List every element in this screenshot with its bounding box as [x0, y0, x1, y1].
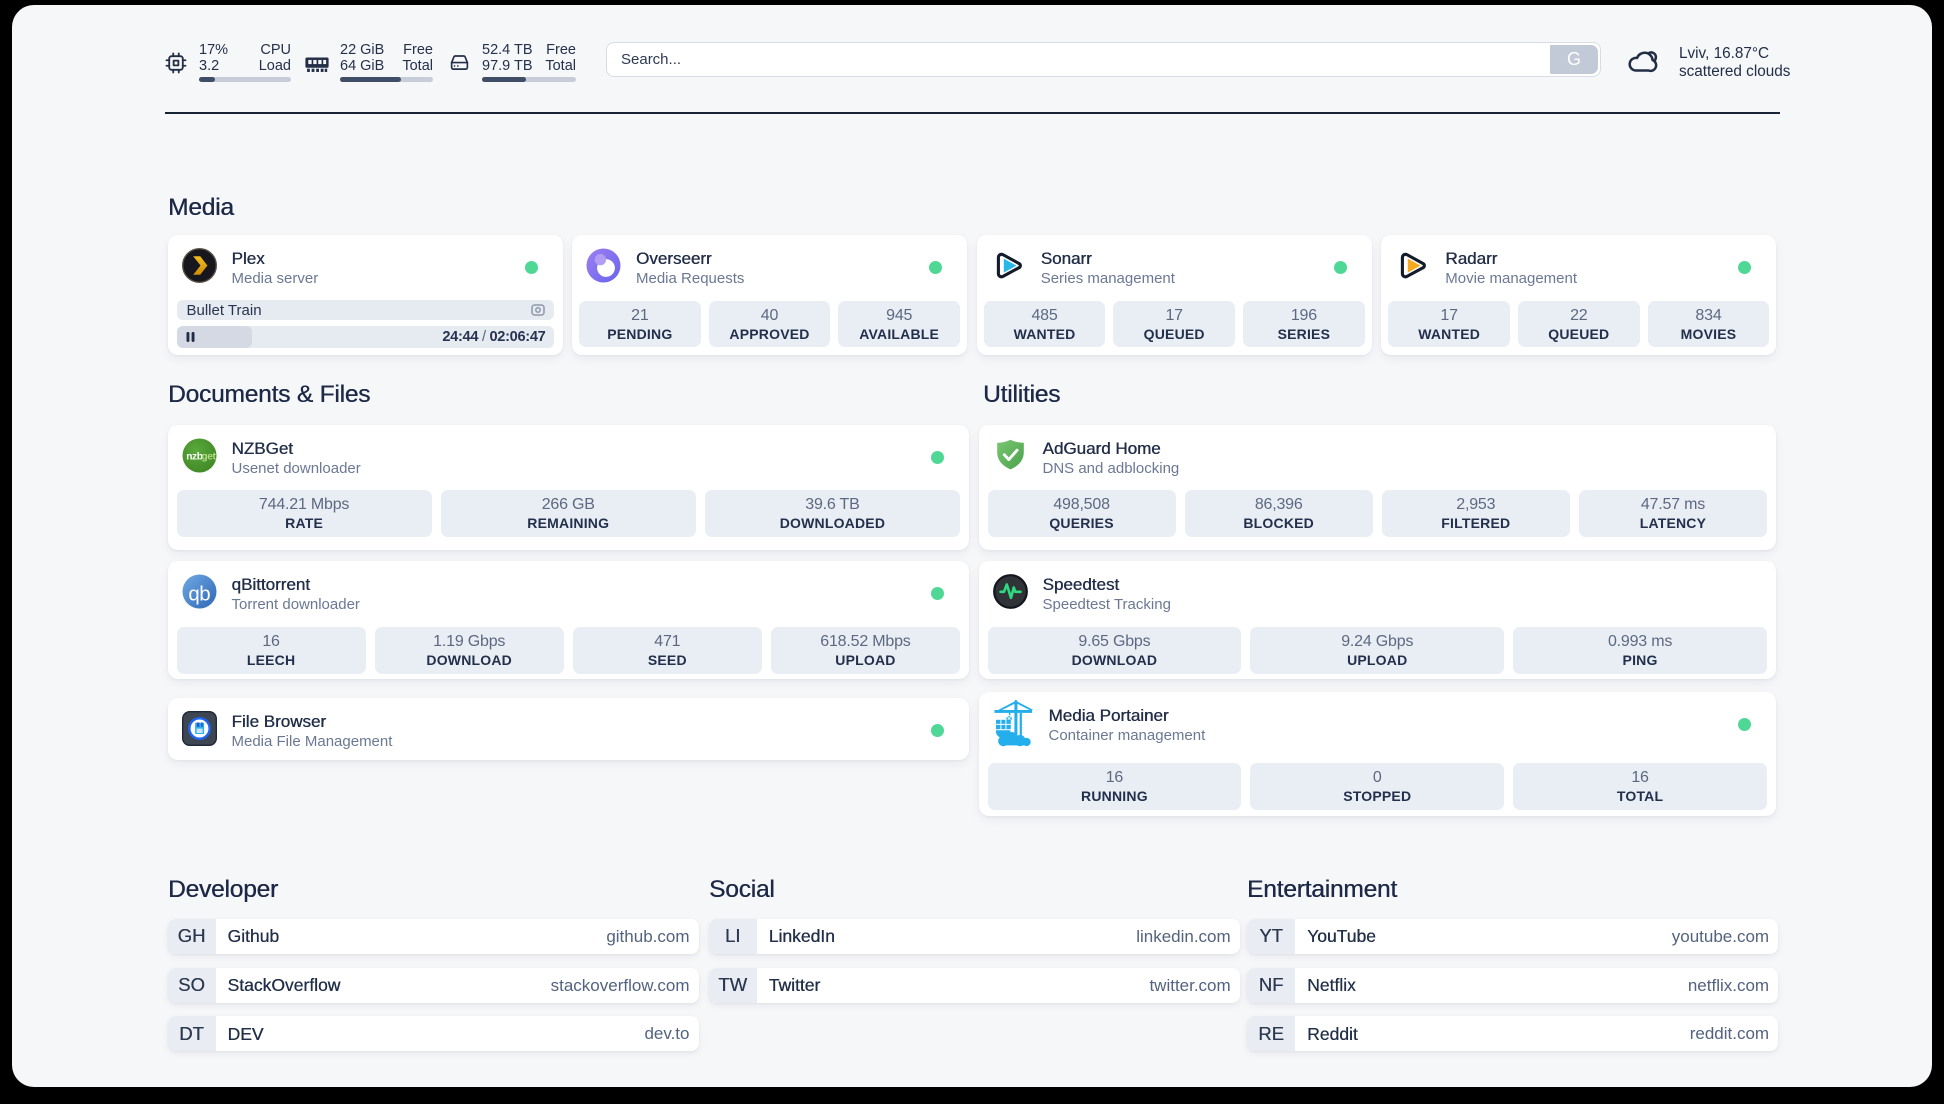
svg-text:nzb: nzb	[186, 451, 203, 462]
svg-text:get: get	[201, 451, 216, 462]
svg-text:qb: qb	[188, 583, 210, 606]
